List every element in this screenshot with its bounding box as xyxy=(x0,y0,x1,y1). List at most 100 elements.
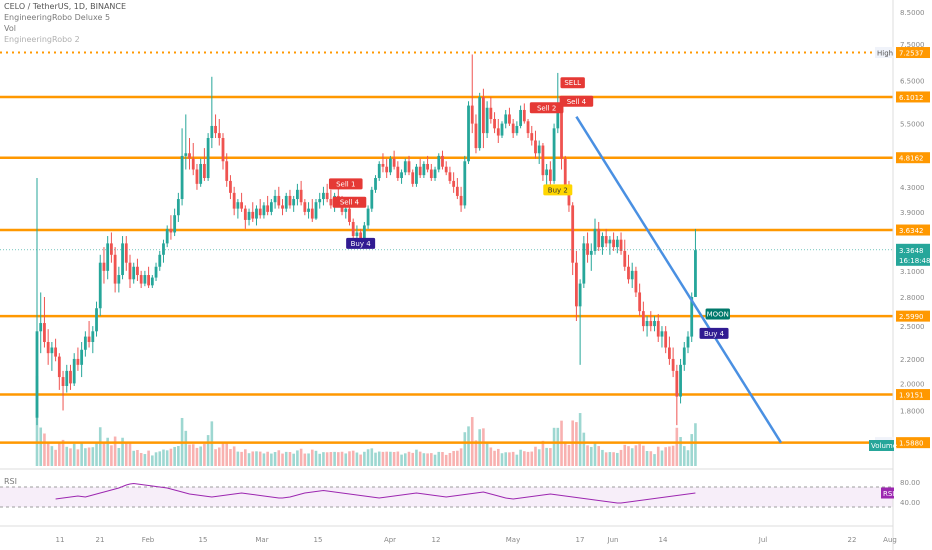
signal-badge xyxy=(560,77,585,89)
candle-body xyxy=(147,275,150,286)
time-tick: 21 xyxy=(96,536,105,544)
candle-body xyxy=(54,347,57,357)
volume-bar xyxy=(593,441,597,466)
legend-indicator-2[interactable]: EngineeringRobo 2 xyxy=(4,35,80,44)
candle-body xyxy=(314,202,318,219)
candle-body xyxy=(422,163,426,176)
volume-bar xyxy=(251,451,255,466)
candle-body xyxy=(441,155,444,167)
candle-body xyxy=(136,266,139,276)
price-tick: 4.3000 xyxy=(900,184,925,192)
volume-bar xyxy=(619,449,623,466)
volume-bar xyxy=(39,427,43,466)
rsi-pane-label[interactable]: RSI xyxy=(4,477,17,486)
volume-bar xyxy=(575,422,578,466)
volume-bar xyxy=(314,450,318,466)
volume-bar xyxy=(128,443,132,466)
price-tick: 3.9000 xyxy=(900,209,925,217)
signal-label: Buy 4 xyxy=(351,240,372,248)
candle-body xyxy=(61,377,65,386)
descending-trendline xyxy=(575,116,783,444)
signal-label: MOON xyxy=(707,311,729,319)
volume-bar xyxy=(504,452,508,466)
candle-body xyxy=(203,163,206,179)
candle-body xyxy=(117,275,121,284)
candle-body xyxy=(478,97,482,149)
price-tick: 2.0000 xyxy=(900,380,925,388)
volume-bar xyxy=(433,454,437,466)
candle-body xyxy=(463,161,467,206)
candle-body xyxy=(537,145,541,154)
legend-indicator-1[interactable]: EngineeringRobo Deluxe 5 xyxy=(4,13,111,22)
candle-body xyxy=(418,166,422,176)
volume-bar xyxy=(262,453,266,466)
signal-label: Sell 2 xyxy=(537,104,556,112)
volume-bar xyxy=(61,439,65,466)
volume-bar xyxy=(601,449,604,466)
level-tag xyxy=(896,152,930,164)
volume-bar xyxy=(389,451,392,466)
volume-bar xyxy=(173,446,176,466)
legend-symbol[interactable]: CELO / TetherUS, 1D, BINANCE xyxy=(4,2,127,11)
candle-body xyxy=(91,331,95,342)
candle-body xyxy=(645,321,649,327)
volume-bar xyxy=(143,454,147,466)
price-tick: 3.1000 xyxy=(900,268,925,276)
volume-bar xyxy=(318,453,322,466)
volume-bar xyxy=(411,452,415,466)
volume-bar xyxy=(273,452,277,466)
volume-bar xyxy=(478,429,481,466)
level-tag xyxy=(896,47,930,59)
volume-bar xyxy=(310,449,314,466)
candle-body xyxy=(563,158,567,187)
volume-bar xyxy=(370,448,374,466)
candle-body xyxy=(69,370,72,384)
volume-bar xyxy=(46,442,50,466)
volume-bar xyxy=(80,442,83,466)
candle-body xyxy=(206,138,210,179)
candle-body xyxy=(548,169,552,181)
candle-body xyxy=(199,163,203,184)
candle-body xyxy=(682,347,686,365)
candle-body xyxy=(489,107,493,119)
candle-body xyxy=(552,128,556,181)
legend-volume[interactable]: Vol xyxy=(4,24,16,33)
candle-body xyxy=(106,243,110,271)
grid xyxy=(0,468,893,470)
volume-bar xyxy=(519,449,522,466)
volume-bar xyxy=(493,450,496,466)
signal-label: Buy 4 xyxy=(704,330,725,338)
volume-bar xyxy=(340,451,344,466)
candle-body xyxy=(641,311,645,327)
candle-body xyxy=(374,178,377,190)
candle-body xyxy=(299,189,303,203)
candle-body xyxy=(322,192,325,200)
volume-bar xyxy=(162,449,165,466)
candle-body xyxy=(76,358,80,365)
volume-bar xyxy=(422,453,426,466)
candle-body xyxy=(671,358,675,371)
volume-bar xyxy=(325,452,329,466)
candle-body xyxy=(459,195,463,206)
volume-bar xyxy=(552,427,556,466)
candle-body xyxy=(35,331,39,418)
volume-bar xyxy=(329,452,333,466)
signal-label: SELL xyxy=(564,79,581,87)
candle-body xyxy=(470,105,474,124)
candle-body xyxy=(608,239,612,244)
volume-bar xyxy=(355,452,359,466)
candle-body xyxy=(348,208,351,222)
candle-body xyxy=(582,243,586,284)
volume-bar xyxy=(415,449,418,466)
volume-bar xyxy=(147,450,150,466)
volume-bar xyxy=(277,450,281,466)
volume-bar xyxy=(65,446,69,466)
support-resistance-levels xyxy=(0,51,893,444)
candle-body xyxy=(515,125,519,134)
candle-body xyxy=(273,195,277,203)
volume-bar xyxy=(690,434,694,466)
volume-bar xyxy=(258,451,262,466)
candle-body xyxy=(95,308,98,332)
volume-bar xyxy=(418,451,422,466)
volume-bar xyxy=(270,453,273,466)
